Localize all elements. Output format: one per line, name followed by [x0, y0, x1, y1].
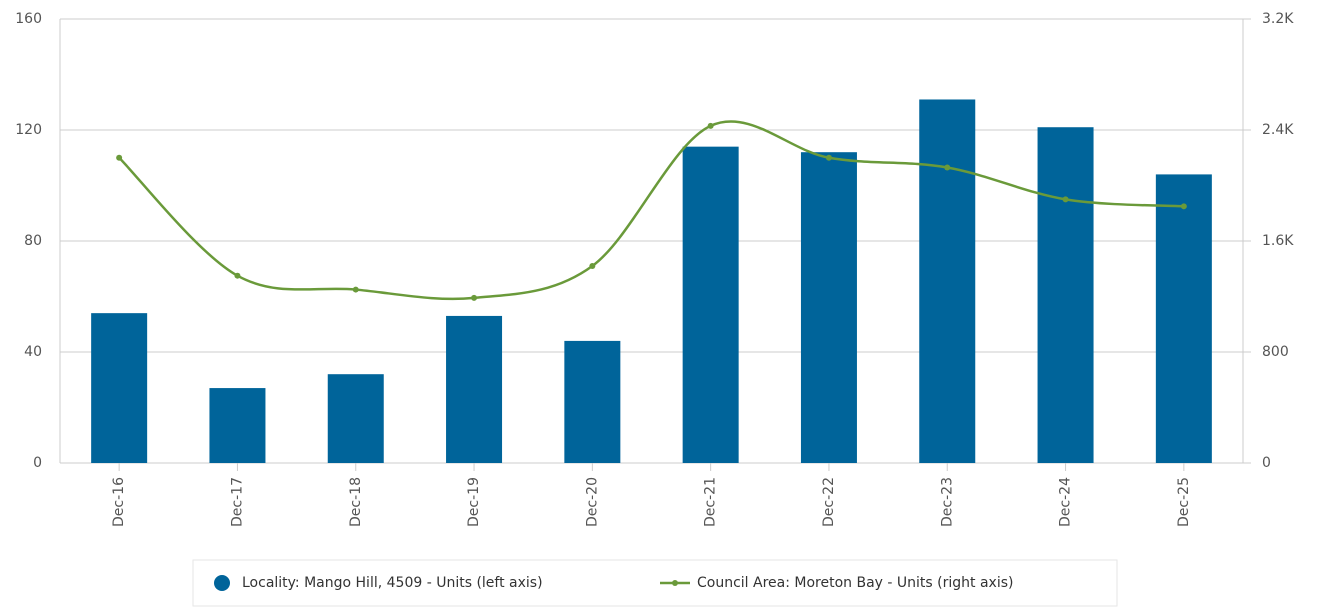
x-tick-label: Dec-21 [703, 477, 719, 527]
y2-tick-label: 1.6K [1262, 233, 1294, 249]
y2-tick-label: 800 [1262, 344, 1289, 360]
legend-label: Council Area: Moreton Bay - Units (right… [697, 575, 1013, 591]
x-tick-label: Dec-23 [939, 477, 955, 527]
line-point [589, 262, 596, 269]
bar [91, 313, 148, 463]
line-point [116, 154, 123, 161]
line-point [471, 294, 478, 301]
line-point [825, 154, 832, 161]
bar [564, 340, 621, 463]
bar [1155, 174, 1212, 463]
x-tick-label: Dec-20 [584, 477, 600, 527]
line-point [1180, 203, 1187, 210]
y-tick-label: 120 [15, 122, 42, 138]
line-point [352, 286, 359, 293]
bar [209, 388, 266, 463]
x-tick-label: Dec-19 [466, 477, 482, 527]
legend-box [192, 559, 1118, 607]
x-tick-label: Dec-17 [229, 477, 245, 527]
y-tick-label: 160 [15, 11, 42, 27]
x-tick-label: Dec-22 [821, 477, 837, 527]
bar [682, 146, 739, 463]
x-tick-label: Dec-24 [1058, 477, 1074, 527]
y2-tick-label: 2.4K [1262, 122, 1294, 138]
line-point [1062, 196, 1069, 203]
x-tick-label: Dec-16 [111, 477, 127, 527]
bar [1037, 127, 1094, 463]
bar [327, 374, 384, 463]
bar [919, 99, 976, 463]
legend-symbol [214, 575, 230, 591]
y-tick-label: 0 [33, 455, 42, 471]
y2-tick-label: 0 [1262, 455, 1271, 471]
y-tick-label: 40 [24, 344, 42, 360]
x-tick-label: Dec-18 [348, 477, 364, 527]
line-point [944, 164, 951, 171]
bar [800, 152, 857, 463]
legend-label: Locality: Mango Hill, 4509 - Units (left… [242, 575, 543, 591]
y-tick-label: 80 [24, 233, 42, 249]
bar [446, 315, 503, 463]
x-tick-label: Dec-25 [1176, 477, 1192, 527]
line-point [707, 122, 714, 129]
y2-tick-label: 3.2K [1262, 11, 1294, 27]
legend-symbol [672, 580, 678, 586]
line-point [234, 272, 241, 279]
line [118, 120, 1184, 301]
